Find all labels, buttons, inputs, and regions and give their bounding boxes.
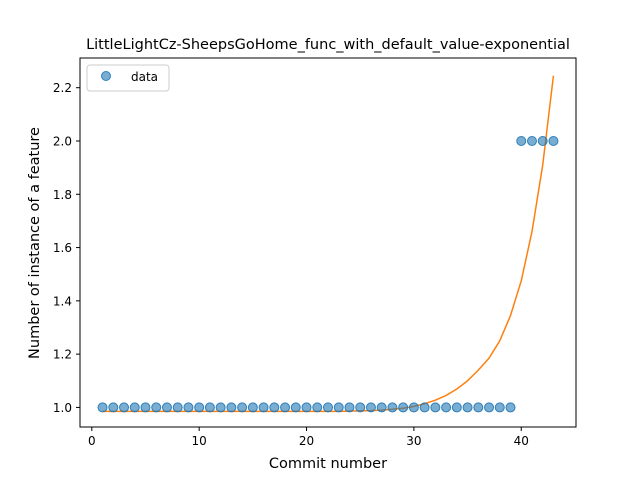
- data-point: [312, 402, 323, 413]
- data-point: [451, 402, 462, 413]
- legend-label-data: data: [131, 70, 158, 84]
- plot-area: 0 10 20 30 40 1.0 1.2 1.4 1.6 1.8 2.0 2.2: [53, 57, 577, 448]
- y-tick-label: 1.6: [53, 241, 72, 255]
- data-point: [516, 135, 527, 146]
- data-point: [301, 402, 312, 413]
- axes-frame: [79, 57, 577, 428]
- data-point: [237, 402, 248, 413]
- y-tick-label: 1.4: [53, 294, 72, 308]
- data-point: [484, 402, 495, 413]
- data-point: [194, 402, 205, 413]
- data-point: [355, 402, 366, 413]
- x-tick-label: 0: [88, 434, 96, 448]
- data-point: [108, 402, 119, 413]
- y-tick-label: 2.2: [53, 81, 72, 95]
- data-point: [419, 402, 430, 413]
- y-tick-label: 2.0: [53, 134, 72, 148]
- data-point: [183, 402, 194, 413]
- data-point: [494, 402, 505, 413]
- data-point: [344, 402, 355, 413]
- legend-marker-data: [101, 71, 111, 81]
- data-point: [215, 402, 226, 413]
- x-tick-label: 30: [406, 434, 421, 448]
- data-point: [290, 402, 301, 413]
- legend: data: [86, 64, 170, 92]
- data-point: [258, 402, 269, 413]
- data-point: [323, 402, 333, 413]
- y-tick-label: 1.2: [53, 348, 72, 362]
- data-point: [204, 402, 215, 413]
- chart-title: LittleLightCz-SheepsGoHome_func_with_def…: [86, 37, 570, 53]
- data-point: [462, 402, 473, 413]
- data-point: [140, 402, 151, 413]
- data-point: [333, 402, 344, 413]
- y-tick-label: 1.8: [53, 188, 72, 202]
- x-tick-label: 10: [192, 434, 207, 448]
- y-axis-label: Number of instance of a feature: [27, 127, 43, 359]
- data-point: [129, 402, 140, 413]
- data-point: [408, 402, 419, 413]
- y-tick-label: 1.0: [53, 401, 72, 415]
- data-point: [537, 135, 548, 146]
- data-point: [473, 402, 484, 413]
- data-point: [430, 402, 441, 413]
- data-point: [151, 402, 162, 413]
- data-point: [280, 402, 291, 413]
- data-point: [269, 402, 280, 413]
- data-point: [526, 135, 537, 146]
- data-point: [247, 402, 258, 413]
- x-tick-label: 20: [299, 434, 314, 448]
- data-point: [441, 402, 452, 413]
- data-point: [548, 135, 559, 146]
- data-point: [398, 402, 409, 413]
- x-tick-label: 40: [514, 434, 529, 448]
- data-point: [226, 402, 237, 413]
- data-point: [387, 402, 398, 413]
- data-point: [172, 402, 183, 413]
- x-axis-label: Commit number: [269, 456, 387, 472]
- data-point: [376, 402, 387, 413]
- data-point: [161, 402, 172, 413]
- data-point: [97, 402, 108, 413]
- data-point: [365, 402, 376, 413]
- data-point: [505, 402, 516, 413]
- data-point: [119, 402, 130, 413]
